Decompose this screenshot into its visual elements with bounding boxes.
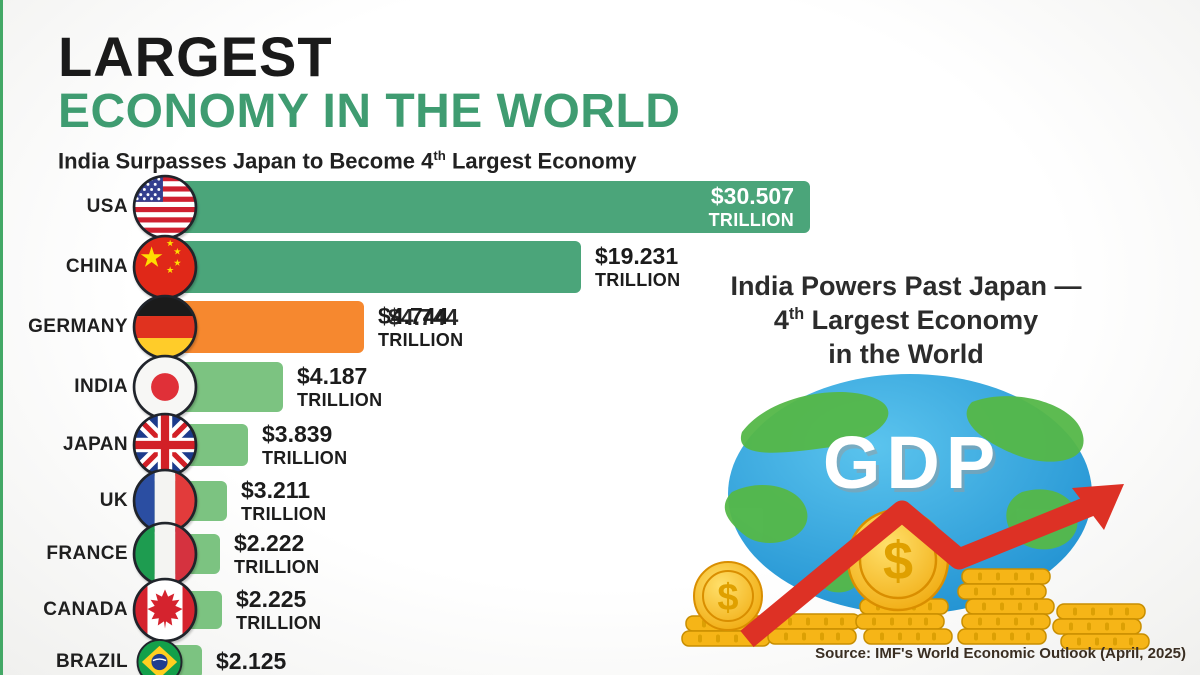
left-edge-accent: [0, 0, 3, 675]
headline-superscript: th: [788, 304, 805, 323]
country-label: CHINA: [65, 256, 128, 277]
uk-flag-icon: [132, 412, 198, 478]
title-line2: ECONOMY IN THE WORLD: [58, 85, 681, 139]
headline-line1: India Powers Past Japan —: [730, 271, 1082, 301]
canada-flag-icon: [132, 577, 198, 643]
country-label: BRAZIL: [55, 651, 128, 672]
value-text: $4.744: [378, 303, 449, 330]
china-flag-icon: [132, 234, 198, 300]
value-label: $3.839 TRILLION: [262, 421, 348, 468]
growth-arrow-icon: [740, 484, 1124, 648]
header: LARGEST ECONOMY IN THE WORLD India Surpa…: [58, 28, 680, 174]
value-label: $30.507 TRILLION: [708, 183, 794, 230]
country-label: CANADA: [43, 599, 128, 620]
france-flag-icon: [132, 468, 198, 534]
chart-row-india: INDIA $4.187 TRILLION: [0, 354, 1200, 420]
headline-line3: in the World: [828, 338, 984, 369]
japan-flag-icon: [132, 354, 198, 420]
chart-row-usa: USA $30.507 TRILLION: [0, 174, 1200, 240]
brazil-flag-icon: [136, 639, 183, 675]
country-label: FRANCE: [46, 543, 128, 564]
chart-row-uk: UK $3.211 TRILLION: [0, 468, 1200, 534]
gdp-globe-illustration: GDP GDP $ $: [672, 372, 1198, 674]
chart-row-france: FRANCE $2.222 TRILLION: [0, 521, 1200, 587]
subtitle-text: India Surpasses Japan to Become 4: [58, 147, 434, 173]
dollar-coin-icon: $: [693, 561, 763, 631]
gdp-bar: $30.507 TRILLION: [150, 181, 810, 233]
germany-flag-icon: [132, 294, 198, 360]
gdp-bar: [150, 241, 581, 293]
country-label: JAPAN: [63, 434, 128, 455]
subtitle: India Surpasses Japan to Become 4th Larg…: [58, 148, 680, 174]
globe-gdp-label: GDP: [823, 421, 1001, 504]
subtitle-suffix: Largest Economy: [445, 147, 637, 173]
subtitle-superscript: th: [433, 147, 446, 163]
value-label: $19.231 TRILLION: [595, 243, 681, 290]
usa-flag-icon: [132, 174, 198, 240]
country-label: UK: [99, 490, 128, 511]
value-label: $3.211 TRILLION: [241, 477, 327, 524]
headline-line2: 4th Largest Economy: [773, 304, 1039, 335]
chart-row-canada: CANADA $2.225 TRILLION: [0, 577, 1200, 643]
svg-text:$: $: [717, 577, 738, 619]
right-panel-headline: India Powers Past Japan — 4th Largest Ec…: [688, 270, 1124, 371]
value-label: $2.125: [216, 648, 287, 675]
chart-row-japan: JAPAN $3.839 TRILLION: [0, 412, 1200, 478]
italy-flag-icon: [132, 521, 198, 587]
svg-text:$: $: [883, 531, 913, 591]
svg-text:GDP: GDP: [826, 425, 1004, 508]
country-label: USA: [86, 196, 128, 217]
chart-row-germany: GERMANY $4.744 $4.744 TRILLION: [0, 294, 1200, 360]
value-label: $2.222 TRILLION: [234, 530, 320, 577]
title-line1: LARGEST: [58, 25, 333, 88]
source-attribution: Source: IMF's World Economic Outlook (Ap…: [815, 645, 1186, 662]
country-label: GERMANY: [28, 316, 128, 337]
chart-row-brazil: BRAZIL $2.125: [0, 639, 1200, 675]
value-label: $4.744 $4.744 TRILLION: [378, 303, 464, 350]
country-label: INDIA: [74, 376, 128, 397]
chart-row-china: CHINA $19.231 TRILLION: [0, 234, 1200, 300]
value-glitch-overlay: $4.744: [388, 304, 459, 331]
value-label: $4.187 TRILLION: [297, 363, 383, 410]
value-label: $2.225 TRILLION: [236, 586, 322, 633]
